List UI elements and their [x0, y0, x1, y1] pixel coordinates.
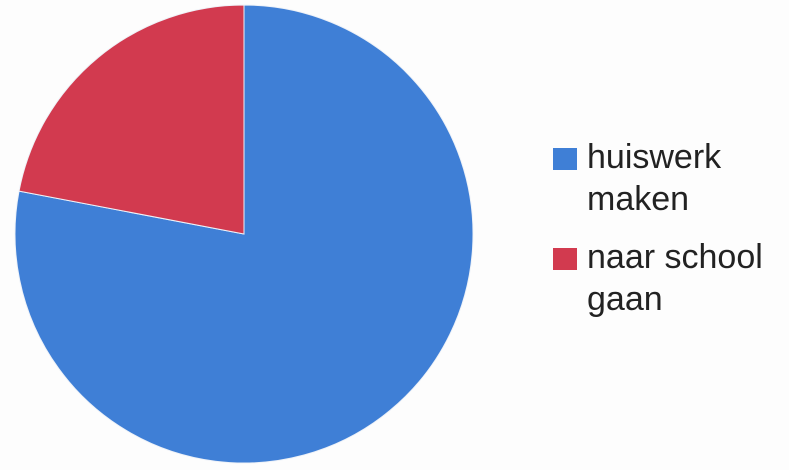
legend-item-huiswerk-maken: huiswerk maken — [553, 136, 783, 220]
legend-swatch-naar-school-gaan — [553, 248, 577, 270]
pie-chart — [14, 4, 474, 464]
legend-swatch-huiswerk-maken — [553, 148, 577, 170]
legend-item-naar-school-gaan: naar school gaan — [553, 236, 783, 320]
legend-label: naar school gaan — [587, 238, 763, 318]
legend-label: huiswerk maken — [587, 138, 722, 218]
legend: huiswerk maken naar school gaan — [553, 136, 783, 336]
pie-slice-naar-school-gaan — [18, 4, 245, 235]
